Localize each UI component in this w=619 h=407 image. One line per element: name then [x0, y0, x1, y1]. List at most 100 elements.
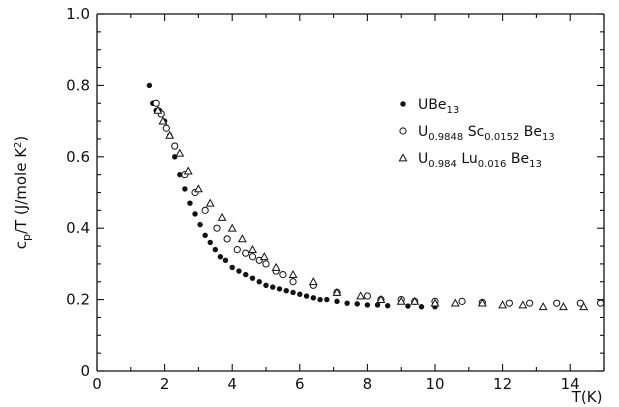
data-point-filled-circle [303, 293, 310, 299]
data-point-open-triangle [259, 252, 269, 261]
data-point-filled-circle [202, 232, 208, 239]
data-point-open-triangle [237, 234, 247, 243]
data-point-open-triangle [227, 223, 237, 232]
data-point-open-triangle [217, 212, 227, 221]
data-point-open-circle [242, 249, 250, 257]
data-point-open-triangle [248, 244, 257, 253]
data-point-open-triangle [193, 184, 203, 193]
axes [96, 13, 605, 372]
data-point-open-circle [526, 299, 534, 307]
y-tick-label: 0.6 [66, 148, 90, 166]
data-point-filled-circle [283, 287, 289, 294]
data-point-filled-circle [364, 302, 371, 308]
data-point-open-triangle [477, 298, 487, 307]
x-tick-label: 0 [92, 375, 102, 393]
data-point-filled-circle [146, 82, 153, 89]
data-point-filled-circle [212, 246, 218, 253]
data-point-filled-circle [256, 279, 262, 285]
data-point-open-triangle [271, 262, 281, 271]
data-point-open-triangle [158, 116, 168, 125]
data-point-open-circle [597, 299, 605, 307]
data-point-open-circle [553, 299, 561, 307]
data-point-open-triangle [579, 302, 589, 311]
y-tick-label: 1.0 [66, 5, 90, 23]
data-point-filled-circle [405, 303, 411, 309]
x-tick-label: 10 [425, 375, 444, 393]
data-point-open-circle [363, 292, 371, 300]
legend-label: UBe13 [418, 97, 459, 116]
data-point-filled-circle [197, 221, 203, 228]
data-point-open-triangle [518, 300, 528, 309]
data-point-open-triangle [430, 298, 440, 307]
data-point-filled-circle [207, 239, 213, 246]
data-point-open-triangle [183, 166, 193, 175]
data-point-filled-circle [270, 284, 276, 290]
data-point-open-triangle [332, 287, 342, 296]
data-point-filled-circle [297, 291, 303, 297]
legend: UBe13 U0.9848 Sc0.0152 Be13 U0.984 Lu0.016… [398, 97, 555, 170]
data-point-open-triangle [175, 148, 185, 157]
data-point-filled-circle [229, 264, 235, 271]
data-point-open-triangle [376, 294, 386, 303]
data-point-filled-circle [222, 257, 229, 264]
data-point-open-circle [458, 297, 466, 305]
data-point-filled-circle [182, 186, 188, 192]
data-point-filled-circle [187, 200, 193, 206]
data-point-filled-circle [177, 171, 183, 178]
data-point-open-circle [279, 271, 287, 279]
y-axis-title: cp/T (J/mole K2) [12, 136, 33, 250]
data-point-open-circle [262, 260, 270, 268]
x-axis-title: T(K) [571, 388, 603, 406]
legend-label: U0.984 Lu0.016 Be13 [418, 151, 542, 170]
data-point-filled-circle [192, 211, 198, 217]
data-point-filled-circle [243, 271, 249, 278]
data-point-open-triangle [450, 298, 460, 307]
data-point-filled-circle [310, 295, 317, 301]
data-point-open-circle [233, 246, 241, 254]
legend-marker [400, 101, 406, 107]
y-tick-label: 0.8 [66, 76, 90, 94]
data-point-open-circle [171, 142, 179, 150]
y-tick-label: 0.2 [66, 291, 90, 309]
data-point-filled-circle [334, 298, 340, 305]
data-point-open-circle [201, 206, 209, 214]
data-point-filled-circle [249, 275, 256, 281]
tick-marks [96, 13, 605, 372]
x-tick-label: 14 [561, 375, 580, 393]
data-point-open-circle [289, 278, 297, 286]
data-point-open-triangle [153, 105, 163, 114]
data-point-open-triangle [410, 296, 420, 305]
data-point-filled-circle [354, 301, 360, 307]
data-point-open-circle [505, 299, 513, 307]
data-point-filled-circle [290, 289, 296, 296]
data-point-open-triangle [356, 291, 366, 300]
data-point-open-triangle [205, 198, 215, 207]
data-point-filled-circle [418, 304, 425, 310]
data-point-open-circle [223, 235, 231, 243]
legend-marker [399, 127, 407, 135]
data-point-open-circle [213, 224, 221, 232]
data-point-open-circle [152, 99, 160, 107]
x-tick-label: 12 [493, 375, 512, 393]
legend-marker [398, 153, 408, 162]
data-point-open-triangle [396, 296, 406, 305]
data-point-filled-circle [317, 296, 323, 303]
y-tick-label: 0.4 [66, 219, 90, 237]
data-point-open-triangle [538, 302, 548, 311]
y-tick-label: 0 [80, 362, 90, 380]
data-point-open-circle [162, 124, 170, 132]
data-points [146, 82, 605, 311]
data-point-filled-circle [324, 296, 330, 303]
data-point-open-triangle [498, 300, 508, 309]
x-tick-label: 8 [363, 375, 373, 393]
data-point-filled-circle [344, 300, 350, 306]
x-tick-label: 4 [227, 375, 237, 393]
legend-label: U0.9848 Sc0.0152 Be13 [418, 124, 555, 143]
data-point-open-triangle [558, 302, 568, 311]
data-point-open-triangle [165, 130, 175, 139]
data-point-open-triangle [288, 269, 298, 278]
x-tick-label: 2 [160, 375, 170, 393]
data-point-filled-circle [384, 302, 391, 309]
data-point-filled-circle [276, 286, 283, 292]
